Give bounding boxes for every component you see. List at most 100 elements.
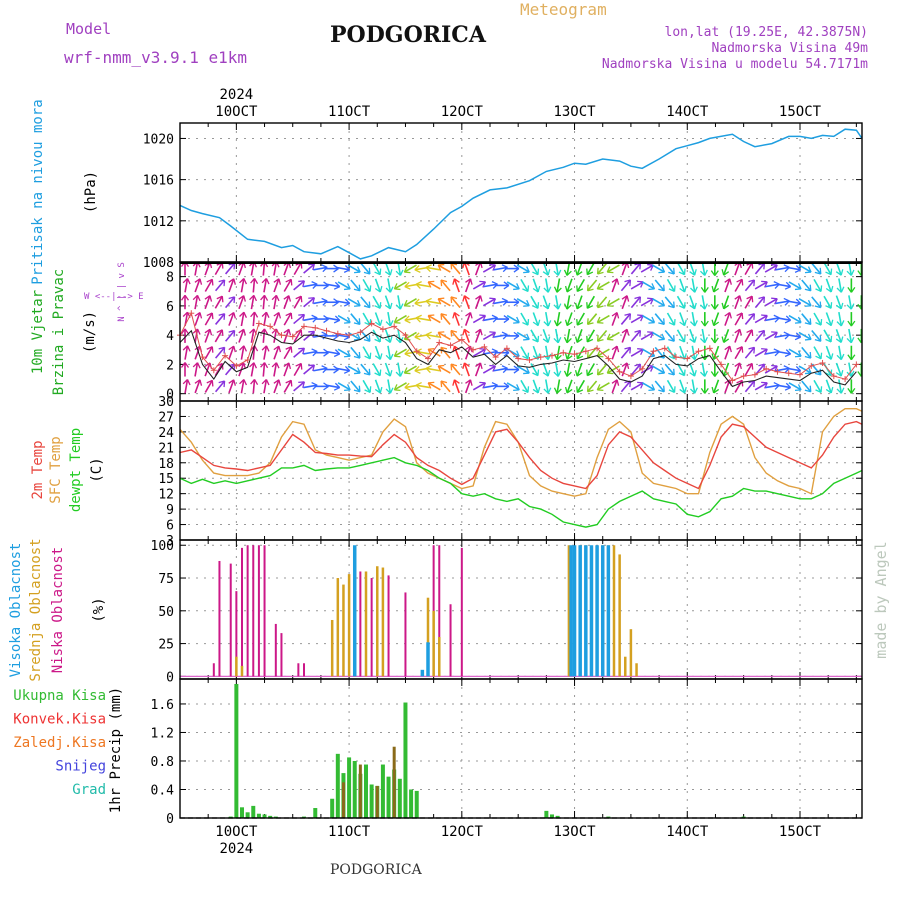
wind-arrow-head [661,333,666,340]
wind-arrow-head [404,349,410,355]
wind-arrow-head [576,271,583,276]
wind-arrow-head [415,283,421,289]
wind-arrow-head [751,296,754,303]
wind-arrow-head [223,347,226,354]
wind-arrow [801,279,812,292]
wind-arrow [283,346,292,360]
wind-arrow-head [761,280,768,283]
wind-arrow-head [403,299,408,307]
wind-arrow-head [624,313,631,316]
pressure-ytick-label: 1020 [143,132,174,147]
wind-arrow-head [228,379,235,384]
wind-arrow [293,363,302,377]
wind-arrow-head [334,315,341,321]
wind-arrow-head [384,338,391,343]
wind-arrow-head [438,331,445,334]
wind-arrow-head [285,379,292,384]
wind-arrow [689,295,696,310]
wind-arrow [224,262,236,275]
wind-arrow-head [678,338,685,343]
low-cloud-bar [229,563,232,677]
wind-arrow [586,313,598,325]
wind-arrow [440,279,451,292]
wind-arrow-head [192,362,198,368]
wind-arrow [813,278,822,292]
wind-arrow-head [221,363,224,370]
wind-arrow-head [374,271,381,276]
wind-arrow-head [840,320,845,327]
wind-arrow-head [721,302,725,309]
wind-arrow [184,345,189,360]
wind-arrow-head [492,264,497,271]
wind-arrow-head [263,294,269,301]
wind-arrow-head [516,316,520,323]
wind-arrow [621,262,628,276]
wind-arrow-head [403,367,408,374]
wind-arrow-head [804,322,811,326]
wind-arrow-head [785,382,792,389]
wind-arrow [325,350,340,355]
wind-arrow-head [678,271,685,276]
mid-cloud-bar [618,554,621,677]
wind-arrow [214,380,226,393]
wind-arrow-head [663,318,665,325]
wind-arrow [437,264,451,273]
wind-arrow-head [368,267,371,275]
wind-arrow [273,295,278,310]
wind-arrow-head [576,338,583,343]
wind-arrow-head [323,318,329,324]
wind-arrow-head [206,312,213,317]
wind-arrow-head [285,312,292,317]
wind-arrow-head [415,314,422,319]
wind-arrow [463,295,470,310]
wind-arrow-head [850,269,855,276]
wind-arrow-head [639,296,642,304]
wind-arrow-head [711,353,715,360]
wind-arrow [283,262,290,276]
wind-arrow-head [537,353,541,360]
wind-arrow-head [249,362,255,368]
wind-arrow [362,278,371,292]
wind-arrow-head [238,295,245,300]
wind-arrow-head [704,287,709,293]
wind-arrow [493,266,508,271]
wind-arrow-head [356,333,361,340]
wind-arrow [835,362,842,377]
wind-arrow-head [425,300,431,306]
wind-arrow-head [182,311,188,317]
wind-arrow-head [648,288,655,291]
wind-arrow-head [265,345,270,352]
wind-arrow [611,312,618,326]
wind-arrow-head [673,386,676,393]
wind-arrow-head [415,317,421,323]
wind-arrow-head [389,336,393,343]
wind-arrow [184,379,189,394]
wind-arrow-head [344,355,351,358]
wind-arrow-head [404,281,410,288]
wind-arrow [493,300,508,305]
wind-arrow-head [389,353,394,360]
wind-arrow [630,314,644,324]
wind-arrow-head [228,311,235,317]
wind-arrow-head [774,332,778,339]
wind-arrow-head [437,332,442,339]
wind-arrow [393,382,407,391]
wind-arrow-head [547,370,551,377]
wind-arrow [798,331,812,341]
wind-arrow [734,312,743,326]
wind-arrow-head [275,295,280,302]
wind-arrow-head [415,281,422,285]
wind-arrow-head [734,328,741,334]
wind-arrow [676,363,686,377]
wind-arrow-head [825,271,832,276]
wind-arrow-head [668,305,675,309]
wind-arrow-head [820,285,823,292]
wind-arrow-head [516,350,520,357]
wind-arrow [453,312,460,326]
wind-arrow [303,283,318,288]
wind-arrow-head [250,378,256,385]
wind-arrow-head [364,288,371,293]
wind-arrow [798,298,812,307]
wind-arrow [689,329,696,343]
wind-arrow [556,278,561,293]
